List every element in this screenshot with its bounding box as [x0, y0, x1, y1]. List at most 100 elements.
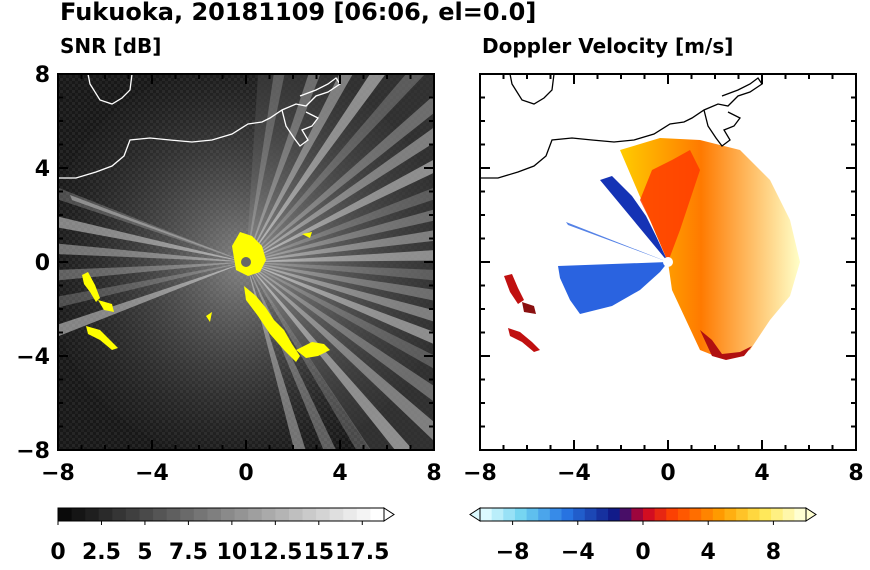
colorbar-segment: [677, 508, 691, 521]
colorbar-segment: [58, 508, 73, 521]
colorbar-segment: [689, 508, 702, 521]
colorbar-extend-max: [383, 507, 395, 522]
colorbar-tick-label: 10: [217, 540, 248, 565]
colorbar-segment: [85, 508, 100, 521]
colorbar-segment: [166, 508, 181, 521]
colorbar-segment: [316, 508, 331, 521]
x-tick-label: −8: [463, 461, 497, 486]
colorbar-segment: [207, 508, 222, 521]
colorbar-segment: [514, 508, 528, 521]
doppler-narrow-beam: [566, 222, 668, 262]
doppler-clutter-west-3: [508, 328, 540, 352]
x-tick-label: 8: [426, 461, 441, 486]
colorbar-segment: [125, 508, 140, 521]
doppler-plot-area: −8 −4 0 4 8: [463, 73, 864, 486]
y-tick-label: 8: [35, 63, 50, 88]
colorbar-segment: [343, 508, 358, 521]
colorbar-segment: [234, 508, 249, 521]
doppler-clutter-west-1: [504, 274, 524, 304]
colorbar-tick-label: −8: [496, 540, 530, 565]
colorbar-tick-label: 0: [635, 540, 650, 565]
x-tick-label: −8: [41, 461, 75, 486]
snr-axes: −8 −4 0 4 8 8 4 0 −4 −8: [16, 63, 441, 486]
colorbar-segment: [329, 508, 344, 521]
doppler-axes: −8 −4 0 4 8: [463, 73, 864, 486]
colorbar-segment: [98, 508, 113, 521]
colorbar-segment: [139, 508, 154, 521]
colorbar-segment: [491, 508, 504, 521]
x-tick-label: −4: [557, 461, 591, 486]
colorbar-segment: [153, 508, 168, 521]
colorbar-segment: [275, 508, 290, 521]
x-tick-label: 0: [238, 461, 253, 486]
colorbar-segment: [712, 508, 725, 521]
colorbar-segment: [261, 508, 276, 521]
colorbar-segment: [503, 508, 516, 521]
doppler-negative-west: [558, 262, 668, 314]
colorbar-segment: [736, 508, 749, 521]
colorbar-segment: [112, 508, 127, 521]
colorbar-tick-label: 7.5: [169, 540, 208, 565]
doppler-red-core: [640, 150, 700, 262]
snr-clutter-center: [232, 232, 266, 276]
snr-narrow-beam: [70, 195, 246, 262]
colorbar-segment: [596, 508, 609, 521]
x-tick-label: 0: [660, 461, 675, 486]
colorbar-segment: [759, 508, 772, 521]
figure-title: Fukuoka, 20181109 [06:06, el=0.0]: [60, 0, 537, 26]
doppler-clutter-west-2: [522, 302, 536, 314]
colorbar-segment: [619, 508, 632, 521]
y-tick-label: 4: [35, 157, 50, 182]
colorbar-segment: [584, 508, 597, 521]
colorbar-segment: [794, 508, 807, 521]
x-tick-label: 4: [754, 461, 769, 486]
snr-plot-area: −8 −4 0 4 8 8 4 0 −4 −8: [16, 63, 441, 486]
y-tick-label: −4: [16, 345, 50, 370]
colorbar-tick-label: 15: [303, 540, 334, 565]
colorbar-tick-label: 2.5: [82, 540, 121, 565]
doppler-colorbar: −8 −4 0 4 8: [469, 507, 817, 565]
colorbar-segment: [643, 508, 656, 521]
colorbar-segment: [356, 508, 371, 521]
snr-clutter-speck-2: [302, 232, 312, 238]
colorbar-segment: [654, 508, 667, 521]
snr-clutter-southeast: [296, 342, 330, 358]
colorbar-segment: [71, 508, 86, 521]
colorbar-segment: [288, 508, 303, 521]
colorbar-tick-label: 0: [50, 540, 65, 565]
colorbar-segment: [193, 508, 208, 521]
snr-clutter-speck: [206, 312, 212, 322]
x-tick-label: 4: [332, 461, 347, 486]
colorbar-extend-min: [469, 507, 481, 522]
colorbar-segment: [302, 508, 317, 521]
doppler-radar-site: [663, 257, 673, 267]
y-tick-label: 0: [35, 251, 50, 276]
colorbar-segment: [480, 508, 493, 521]
colorbar-tick-label: 4: [701, 540, 716, 565]
doppler-negative-north: [600, 176, 668, 262]
snr-clutter-west-2: [98, 300, 114, 312]
snr-clutter-south: [244, 286, 300, 362]
colorbar-segment: [180, 508, 195, 521]
x-tick-label: −4: [135, 461, 169, 486]
colorbar-tick-label: 5: [137, 540, 152, 565]
colorbar-tick-label: 12.5: [248, 540, 302, 565]
colorbar-segment: [221, 508, 236, 521]
colorbar-segment: [631, 508, 644, 521]
colorbar-segment: [248, 508, 263, 521]
colorbar-segment: [608, 508, 621, 521]
colorbar-segment: [526, 508, 539, 521]
colorbar-segment: [370, 508, 385, 521]
colorbar-segment: [573, 508, 586, 521]
colorbar-segment: [538, 508, 551, 521]
snr-radar-site: [241, 257, 251, 267]
y-tick-label: −8: [16, 439, 50, 464]
colorbar-extend-max: [805, 507, 817, 522]
snr-clutter-west-3: [86, 326, 118, 350]
colorbar-segment: [666, 508, 679, 521]
colorbar-tick-label: 17.5: [335, 540, 389, 565]
snr-clutter-west-1: [82, 272, 100, 302]
colorbar-tick-label: −4: [561, 540, 595, 565]
colorbar-segment: [747, 508, 760, 521]
